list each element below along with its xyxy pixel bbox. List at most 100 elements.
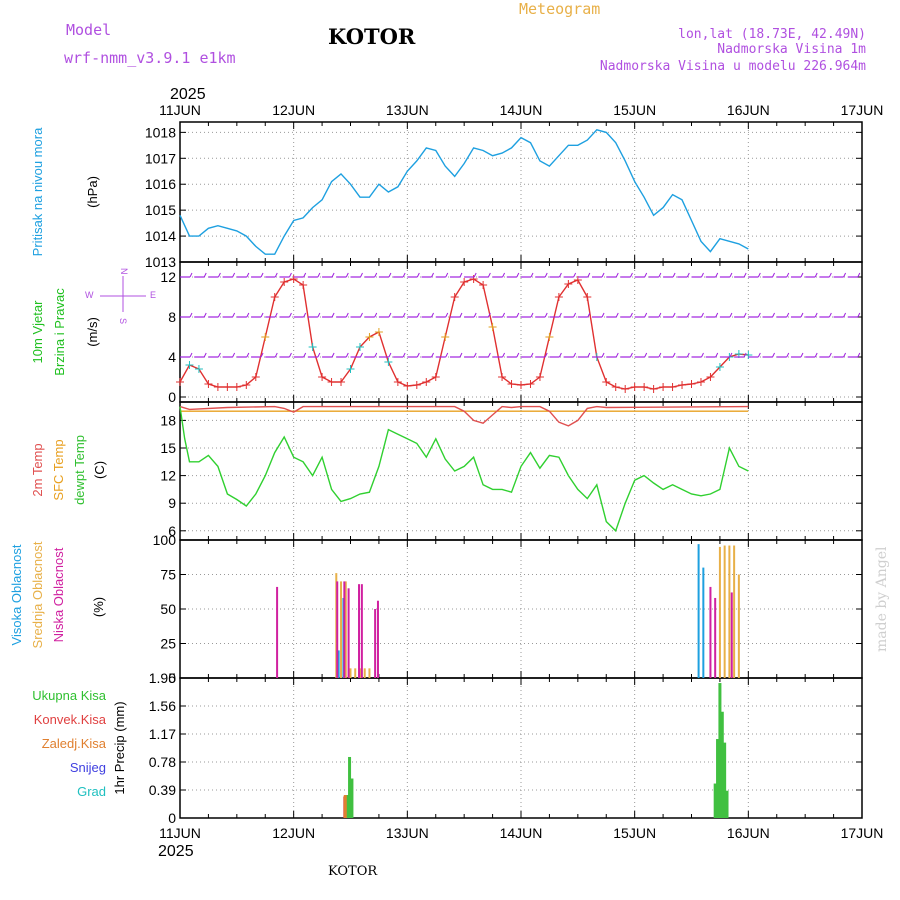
- wind-barb: [317, 352, 321, 358]
- x-tick-label: 13JUN: [386, 102, 429, 118]
- wind-barb: [303, 272, 307, 278]
- cloud-bar: [697, 544, 700, 678]
- wind-barb: [445, 272, 449, 278]
- wind-barb: [786, 272, 790, 278]
- temp-label-2: SFC Temp: [51, 439, 66, 500]
- wind-barb: [814, 352, 818, 358]
- wind-barb: [530, 272, 534, 278]
- wind-barb: [331, 272, 335, 278]
- wind-barb: [246, 272, 250, 278]
- wind-barb: [232, 352, 236, 358]
- elevation-text: Nadmorska Visina 1m: [717, 42, 866, 57]
- wind-barb: [828, 352, 832, 358]
- wind-barb: [317, 272, 321, 278]
- x-tick-label: 12JUN: [272, 102, 315, 118]
- cloud-bar: [737, 574, 740, 678]
- wind-barb: [843, 352, 847, 358]
- y-tick-label: 1017: [145, 150, 176, 166]
- wind-barb: [360, 312, 363, 318]
- precip-bar: [343, 795, 347, 818]
- precip-bar: [345, 795, 349, 818]
- precip-legend-label: Grad: [77, 784, 106, 799]
- year-bottom: 2025: [158, 843, 194, 860]
- cloud-bar: [702, 567, 705, 678]
- wind-barb: [260, 272, 264, 278]
- wind-barb: [686, 272, 690, 278]
- y-tick-label: 75: [160, 567, 176, 583]
- wind-barb: [487, 272, 491, 278]
- wind-barb: [374, 352, 378, 358]
- wind-barb: [274, 312, 278, 318]
- cloud-marks: [276, 544, 740, 678]
- wind-barb: [686, 312, 690, 318]
- wind-barb: [246, 312, 250, 318]
- footer-city: KOTOR: [328, 864, 378, 879]
- pressure-label: Pritisak na nivou mora: [30, 127, 45, 256]
- cloud-bar: [723, 545, 726, 678]
- elevation-model-text: Nadmorska Visina u modelu 226.964m: [600, 59, 866, 74]
- wind-barb: [374, 272, 378, 278]
- wind-barb: [843, 272, 847, 278]
- cloud-bar: [276, 586, 279, 678]
- wind-barb: [459, 352, 463, 358]
- city-title: KOTOR: [328, 24, 416, 49]
- wind-barb: [189, 272, 193, 278]
- wind-barb: [459, 272, 463, 278]
- wind-barb: [360, 272, 363, 278]
- wind-barb: [828, 272, 832, 278]
- wind-barb: [402, 272, 406, 278]
- wind-label-2: Brzina i Pravac: [52, 288, 67, 376]
- wind-barb: [587, 352, 591, 358]
- y-tick-label: 0: [168, 670, 176, 686]
- wind-barb: [800, 352, 804, 358]
- compass-n: N: [119, 268, 129, 275]
- wind-barb: [402, 352, 406, 358]
- wind-barb: [828, 312, 832, 318]
- x-tick-label: 14JUN: [500, 102, 543, 118]
- wind-barb: [388, 352, 392, 358]
- wind-barb: [544, 312, 548, 318]
- wind-barb: [388, 312, 392, 318]
- x-tick-label: 16JUN: [727, 102, 770, 118]
- wind-barb: [246, 352, 250, 358]
- wind-barb: [814, 272, 818, 278]
- wind-barb: [729, 312, 733, 318]
- wind-barb: [502, 272, 506, 278]
- cloud-bar: [718, 546, 721, 678]
- wind-barb: [558, 352, 562, 358]
- y-tick-label: 6: [168, 523, 176, 539]
- model-label: Model: [66, 21, 111, 39]
- x-tick-label: 16JUN: [727, 825, 770, 841]
- cloud-bar: [337, 650, 340, 678]
- precip-bar: [348, 756, 352, 818]
- wind-barb: [615, 312, 619, 318]
- wind-barb: [558, 312, 562, 318]
- x-tick-label: 15JUN: [613, 102, 656, 118]
- cloud-bar: [376, 600, 379, 678]
- wind-barb: [289, 272, 292, 278]
- wind-barb: [772, 272, 775, 278]
- wind-barb: [502, 352, 506, 358]
- wind-barb: [260, 312, 264, 318]
- year-top: 2025: [170, 86, 206, 103]
- wind-unit: (m/s): [85, 317, 100, 347]
- y-tick-label: 1015: [145, 202, 176, 218]
- pressure-marks: [179, 129, 749, 255]
- wind-barb: [715, 272, 719, 278]
- y-tick-label: 12: [160, 269, 176, 285]
- wind-barb: [601, 272, 605, 278]
- wind-barb: [217, 312, 221, 318]
- precip-legend-label: Snijeg: [70, 760, 106, 775]
- cloud-bar: [336, 581, 339, 678]
- wind-barb: [757, 352, 761, 358]
- cloud-label-1: Visoka Oblacnost: [9, 544, 24, 645]
- cloud-bar: [728, 545, 731, 678]
- x-tick-labels-bottom: 11JUN 12JUN 13JUN 14JUN 15JUN 16JUN 17JUN: [159, 825, 883, 841]
- wind-barb: [274, 352, 278, 358]
- wind-barb: [416, 352, 420, 358]
- wind-barb: [203, 352, 207, 358]
- cloud-label-3: Niska Oblacnost: [51, 547, 66, 642]
- meteogram-title: Meteogram: [519, 0, 600, 18]
- temp-series-line: [179, 405, 749, 427]
